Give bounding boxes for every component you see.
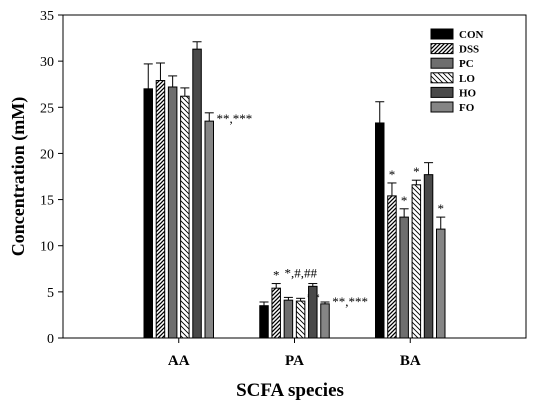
legend-label: LO	[459, 73, 475, 85]
legend: CON DSS PC LO HO FO	[430, 28, 484, 114]
bar	[320, 303, 330, 339]
x-tick-label: BA	[400, 353, 421, 369]
y-tick-label: 35	[40, 9, 54, 24]
legend-label: PC	[459, 58, 474, 70]
significance-marker: *	[273, 268, 280, 283]
bar	[167, 86, 178, 339]
x-axis-title: SCFA species	[236, 380, 344, 401]
bar	[259, 305, 269, 339]
legend-swatch	[430, 57, 454, 69]
bar	[192, 48, 202, 339]
legend-label: DSS	[459, 44, 479, 56]
bar	[271, 287, 281, 339]
bar	[143, 88, 153, 339]
plot-area-frame	[62, 14, 527, 339]
significance-marker: *	[413, 164, 420, 179]
bar	[180, 95, 190, 339]
x-tick-label: PA	[285, 353, 304, 369]
bar	[204, 120, 214, 339]
bar	[399, 216, 409, 339]
legend-swatch	[430, 101, 454, 113]
bar	[387, 195, 397, 339]
y-tick-label: 20	[40, 147, 54, 162]
y-axis-title: Concentration (mM)	[8, 97, 29, 256]
bar	[423, 174, 434, 339]
y-tick-label: 10	[40, 240, 54, 255]
y-tick-label: 0	[47, 332, 54, 347]
legend-label: FO	[459, 102, 475, 114]
y-tick-label: 5	[47, 286, 54, 301]
bar	[295, 300, 306, 339]
x-tick-label: AA	[168, 353, 190, 369]
legend-swatch	[430, 86, 454, 98]
bar	[308, 285, 318, 339]
significance-marker: *	[401, 193, 408, 208]
bar	[411, 184, 422, 339]
bars-layer: *******,#,##**,*****,****	[143, 41, 446, 339]
significance-marker: *	[438, 201, 445, 216]
bar	[436, 228, 446, 339]
legend-label: CON	[459, 29, 484, 41]
legend-label: HO	[459, 87, 477, 99]
legend-swatch	[430, 43, 454, 55]
bar	[155, 80, 166, 339]
y-tick-label: 25	[40, 101, 54, 116]
bar	[283, 299, 294, 339]
significance-marker: **,***	[332, 294, 368, 309]
x-axis: AA PA BA	[168, 338, 421, 369]
bar	[375, 122, 385, 339]
significance-marker: **,***	[217, 111, 253, 126]
legend-swatch	[430, 28, 454, 40]
y-tick-label: 15	[40, 194, 54, 209]
legend-swatch	[430, 72, 454, 84]
significance-marker: *,#,##	[285, 266, 318, 281]
y-tick-label: 30	[40, 55, 54, 70]
y-axis: 0 5 10 15 20 25 30 35	[40, 9, 63, 347]
significance-marker: *	[389, 167, 396, 182]
